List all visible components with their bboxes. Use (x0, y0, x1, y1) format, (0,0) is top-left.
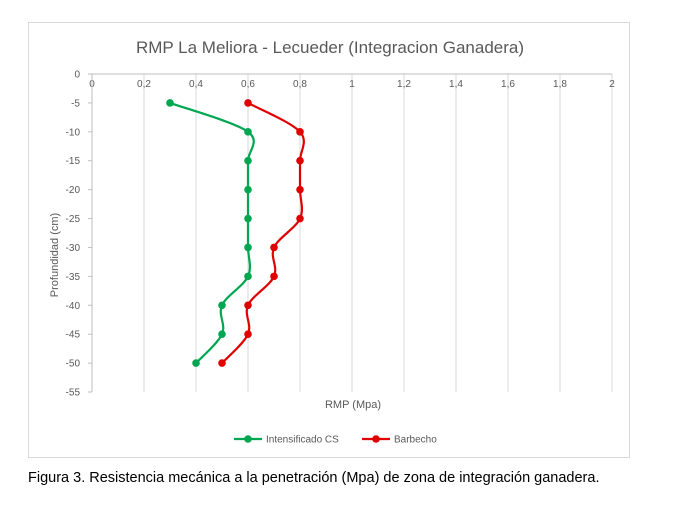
y-tick-label: 0 (74, 70, 80, 81)
chart-area: RMP La Meliora - Lecueder (Integracion G… (28, 22, 630, 458)
chart-title: RMP La Meliora - Lecueder (Integracion G… (136, 38, 524, 57)
data-point-barbecho (296, 214, 304, 223)
data-point-barbecho (296, 156, 304, 165)
legend-item-intensificado-cs: Intensificado CS (234, 435, 339, 446)
y-tick-label: -35 (66, 272, 81, 283)
x-tick-label: 1 (349, 79, 355, 90)
data-point-barbecho (296, 128, 304, 136)
data-point-intensificado-cs (244, 185, 252, 194)
y-tick-label: -25 (66, 214, 81, 225)
data-point-barbecho (244, 99, 252, 107)
data-point-intensificado-cs (218, 301, 226, 310)
x-tick-label: 0,4 (189, 79, 203, 90)
data-point-intensificado-cs (244, 214, 252, 223)
x-tick-label: 1,2 (397, 79, 411, 90)
y-tick-label: -30 (66, 243, 81, 254)
data-point-barbecho (270, 243, 278, 252)
legend-label: Intensificado CS (266, 435, 339, 446)
y-tick-label: -45 (66, 330, 81, 341)
x-tick-label: 0,2 (137, 79, 151, 90)
x-tick-label: 1,8 (553, 79, 567, 90)
y-tick-label: -20 (66, 185, 81, 196)
y-tick-label: -5 (71, 98, 80, 109)
y-tick-label: -40 (66, 301, 81, 312)
x-tick-label: 1,4 (449, 79, 463, 90)
x-axis-label: RMP (Mpa) (325, 399, 381, 411)
data-point-intensificado-cs (244, 243, 252, 252)
line-chart: RMP La Meliora - Lecueder (Integracion G… (49, 38, 615, 446)
data-point-intensificado-cs (218, 330, 226, 338)
data-point-barbecho (296, 185, 304, 194)
data-point-intensificado-cs (244, 156, 252, 165)
y-tick-label: -50 (66, 359, 81, 370)
y-tick-label: -10 (66, 127, 81, 138)
x-tick-label: 1,6 (501, 79, 515, 90)
data-point-barbecho (270, 272, 278, 281)
legend-marker (372, 435, 380, 443)
y-tick-label: -15 (66, 156, 81, 167)
legend-label: Barbecho (394, 435, 437, 446)
data-point-intensificado-cs (166, 99, 174, 107)
data-point-intensificado-cs (244, 128, 252, 136)
legend-item-barbecho: Barbecho (362, 435, 437, 446)
data-point-barbecho (244, 301, 252, 310)
data-point-barbecho (244, 330, 252, 338)
x-tick-label: 0,6 (241, 79, 255, 90)
series-line-intensificado-cs (169, 101, 255, 364)
data-point-intensificado-cs (192, 359, 200, 367)
legend-marker (244, 435, 252, 443)
y-axis-label: Profundidad (cm) (49, 213, 61, 297)
figure-caption: Figura 3. Resistencia mecánica a la pene… (28, 470, 600, 486)
series-line-barbecho (221, 101, 305, 364)
y-tick-label: -55 (66, 388, 81, 399)
data-point-intensificado-cs (244, 272, 252, 281)
x-tick-label: 2 (609, 79, 615, 90)
data-point-barbecho (218, 359, 226, 367)
x-tick-label: 0,8 (293, 79, 307, 90)
